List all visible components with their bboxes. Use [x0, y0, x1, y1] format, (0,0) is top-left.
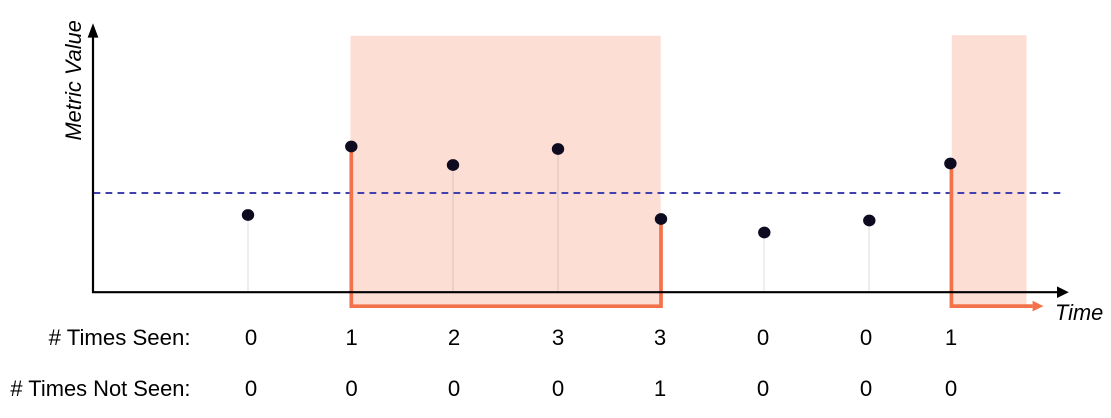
svg-text:0: 0	[860, 325, 872, 350]
svg-text:3: 3	[654, 325, 666, 350]
svg-text:0: 0	[945, 376, 957, 401]
svg-text:Time: Time	[1055, 300, 1103, 325]
svg-text:0: 0	[860, 376, 872, 401]
svg-text:1: 1	[345, 325, 357, 350]
svg-text:0: 0	[245, 325, 257, 350]
svg-text:# Times Seen:: # Times Seen:	[49, 325, 191, 350]
svg-text:2: 2	[448, 325, 460, 350]
svg-text:0: 0	[757, 376, 769, 401]
svg-text:# Times Not Seen:: # Times Not Seen:	[10, 376, 190, 401]
svg-text:0: 0	[245, 376, 257, 401]
svg-text:0: 0	[448, 376, 460, 401]
svg-text:1: 1	[945, 325, 957, 350]
svg-text:0: 0	[552, 376, 564, 401]
svg-text:1: 1	[654, 376, 666, 401]
svg-text:0: 0	[345, 376, 357, 401]
svg-text:Metric Value: Metric Value	[61, 20, 86, 140]
svg-text:3: 3	[552, 325, 564, 350]
svg-text:0: 0	[757, 325, 769, 350]
